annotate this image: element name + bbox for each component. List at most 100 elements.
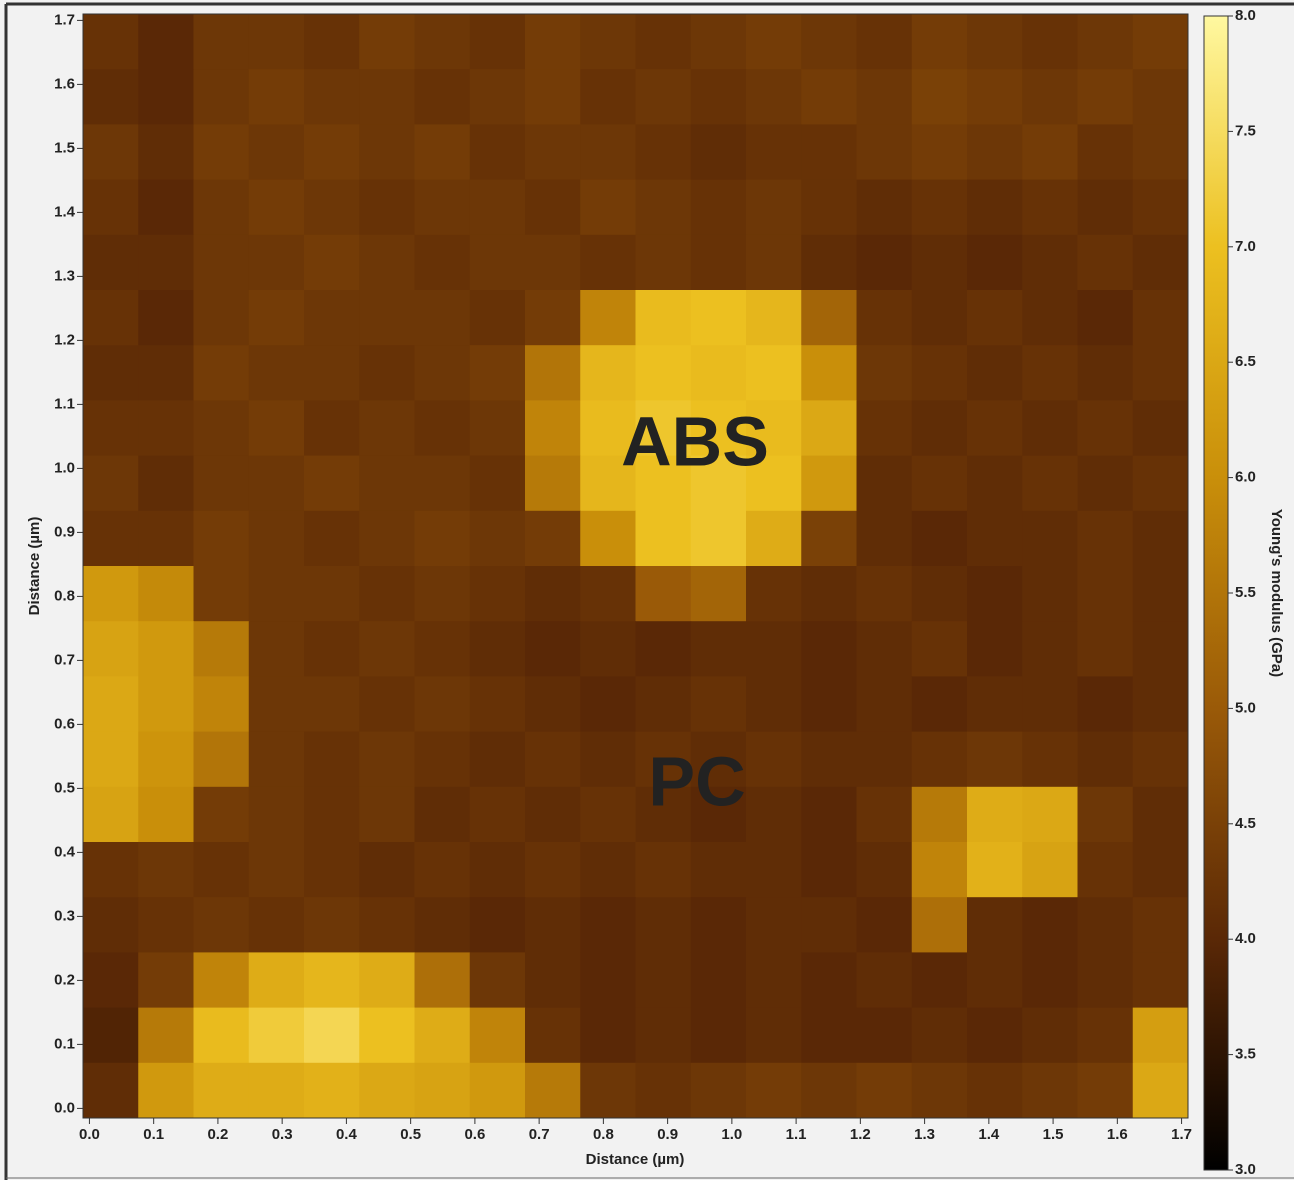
cell [746,621,802,677]
y-tick-label: 0.1 [54,1035,75,1052]
cell [967,897,1023,953]
cell [359,345,415,401]
cell [1077,510,1134,567]
cell [635,290,692,346]
y-tick-label: 1.3 [54,267,75,284]
cell [690,290,747,346]
cell [138,952,194,1009]
cell [359,786,415,843]
cell [248,345,305,401]
cell [690,400,747,457]
cell [525,1062,581,1119]
cell [911,14,968,70]
cell [967,676,1023,733]
cell [635,510,692,567]
y-tick-label: 0.6 [54,715,75,732]
cell [469,455,526,512]
cell [746,290,802,346]
cell [138,676,194,733]
cell [359,455,415,512]
y-tick-label: 0.7 [54,651,75,668]
cell [248,1062,305,1119]
cell [525,897,581,953]
cell [1022,69,1078,125]
cell [690,345,747,401]
cell [1022,14,1078,70]
cell [1022,842,1078,898]
cell [525,345,581,401]
cell [801,179,857,236]
cell [967,69,1023,125]
cell [690,952,747,1009]
x-tick-label: 1.4 [978,1126,1000,1143]
cell [746,786,802,843]
cell [304,731,360,788]
cell [83,400,139,457]
cell [193,566,250,622]
cell [304,69,360,125]
cell [359,1007,415,1064]
cell [359,179,415,236]
x-tick-label: 1.6 [1107,1126,1128,1143]
cell [359,290,415,346]
cell [635,897,692,953]
cell [1022,179,1078,236]
cell [525,455,581,512]
colorbar-tick-label: 8.0 [1235,7,1256,24]
cell [801,897,857,953]
cell [83,621,139,677]
cell [304,676,360,733]
cell [801,786,857,843]
y-tick-label: 1.7 [54,11,75,28]
cell [635,124,692,181]
cell [248,400,305,457]
y-tick-label: 0.3 [54,907,75,924]
colorbar-tick-label: 7.0 [1235,238,1256,255]
cell [248,786,305,843]
cell [967,179,1023,236]
cell [911,1007,968,1064]
y-tick-label: 0.5 [54,779,75,796]
y-tick-label: 0.9 [54,523,75,540]
cell [1077,14,1134,70]
cell [525,69,581,125]
cell [580,1062,636,1119]
cell [1022,731,1078,788]
y-axis-label: Distance (µm) [26,517,43,616]
cell [469,621,526,677]
cell [1077,842,1134,898]
cell [248,842,305,898]
cell [580,786,636,843]
cell [580,676,636,733]
cell [1132,676,1189,733]
cell [248,897,305,953]
cell [359,14,415,70]
cell [1132,455,1189,512]
cell [1077,952,1134,1009]
cell [83,14,139,70]
cell [1077,621,1134,677]
cell [746,234,802,291]
cell [856,124,913,181]
cell [1022,124,1078,181]
cell [967,842,1023,898]
cell [248,510,305,567]
cell [801,455,857,512]
cell [856,1062,913,1119]
cell [193,14,250,70]
cell [248,455,305,512]
cell [138,1062,194,1119]
cell [635,14,692,70]
cell [1132,290,1189,346]
cell [690,897,747,953]
cell [690,179,747,236]
cell [525,621,581,677]
cell [801,124,857,181]
colorbar-tick-label: 6.5 [1235,353,1256,370]
colorbar-tick-label: 4.5 [1235,815,1256,832]
cell [83,510,139,567]
x-tick-label: 0.1 [143,1126,164,1143]
cell [138,510,194,567]
cell [469,400,526,457]
